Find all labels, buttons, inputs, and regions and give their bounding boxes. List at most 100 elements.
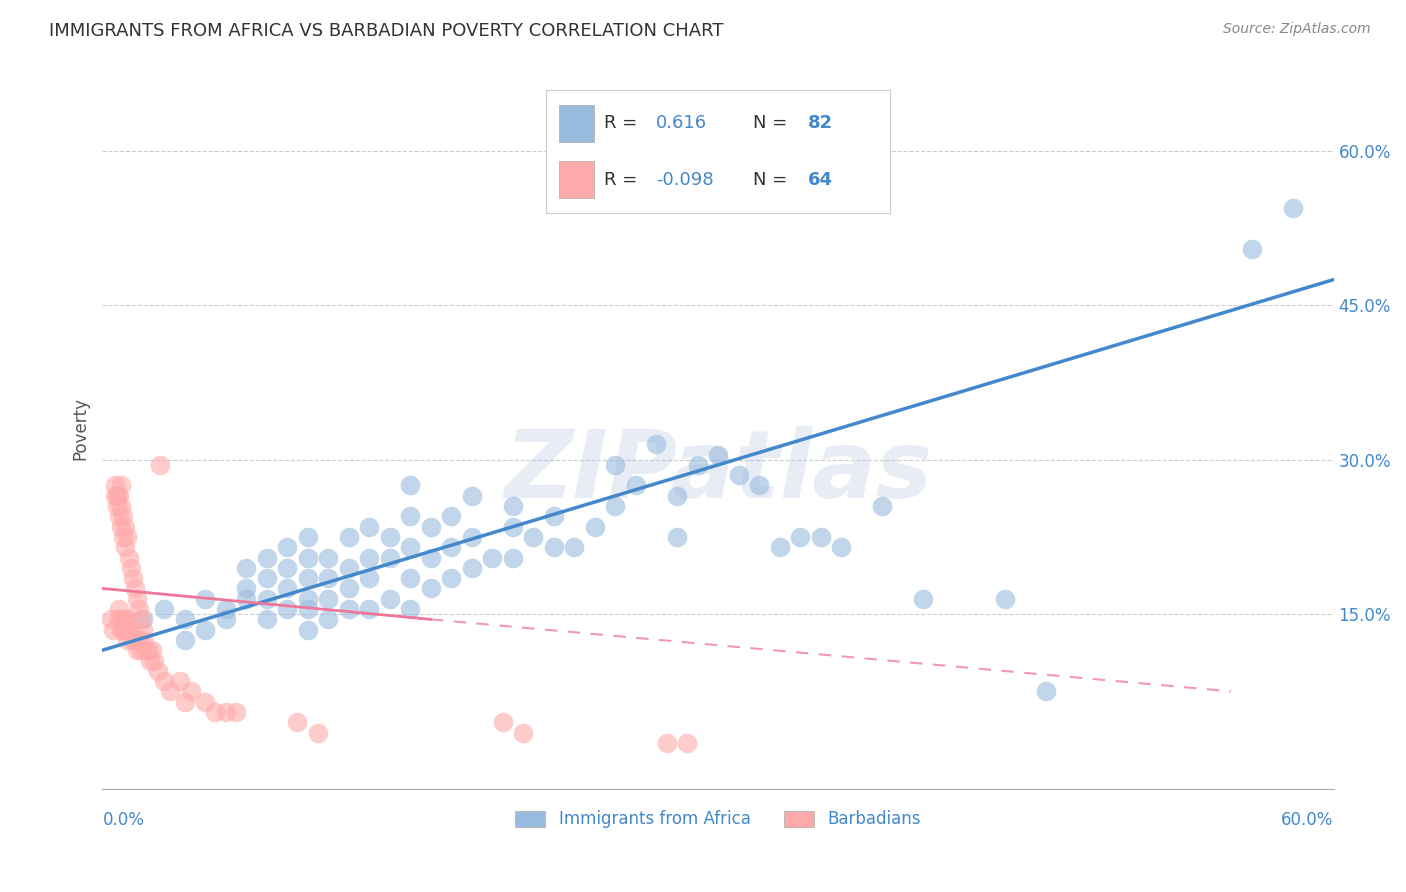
Point [378,591,401,606]
Point [127,591,149,606]
Text: 60.0%: 60.0% [1281,811,1334,829]
Point [359,571,381,585]
Point [297,550,319,565]
Point [108,509,131,524]
Point [132,623,155,637]
Point [132,632,155,647]
Y-axis label: Poverty: Poverty [72,397,89,460]
Point [118,623,141,637]
Point [378,530,401,544]
Point [124,582,146,596]
Point [169,674,191,689]
Point [297,571,319,585]
Text: IMMIGRANTS FROM AFRICA VS BARBADIAN POVERTY CORRELATION CHART: IMMIGRANTS FROM AFRICA VS BARBADIAN POVE… [49,22,724,40]
Point [146,664,169,678]
Point [194,695,217,709]
Point [104,489,127,503]
Point [138,653,160,667]
Point [114,612,136,626]
Point [297,623,319,637]
Point [142,653,165,667]
Point [297,602,319,616]
Point [235,561,257,575]
Point [128,602,150,616]
Point [316,571,339,585]
Point [830,541,852,555]
Point [131,612,153,626]
Point [153,674,176,689]
Point [214,612,236,626]
Point [108,489,131,503]
Point [583,519,606,533]
Point [173,695,195,709]
Point [359,519,381,533]
Point [276,602,298,616]
Point [1240,242,1263,256]
Point [522,530,544,544]
Point [132,612,155,626]
Point [419,582,441,596]
Text: Source: ZipAtlas.com: Source: ZipAtlas.com [1223,22,1371,37]
Point [337,530,360,544]
Point [399,541,422,555]
Point [399,602,422,616]
Point [101,623,124,637]
Point [194,591,217,606]
Point [337,602,360,616]
Point [399,478,422,492]
Point [316,591,339,606]
Point [337,561,360,575]
Point [110,612,132,626]
Point [316,612,339,626]
Point [115,530,138,544]
Point [214,602,236,616]
Text: ZIPatlas: ZIPatlas [503,426,932,518]
Point [748,478,770,492]
Point [707,448,730,462]
Point [297,530,319,544]
Point [114,623,136,637]
Point [543,509,565,524]
Point [110,499,132,513]
Point [440,571,463,585]
Point [128,632,150,647]
Point [399,509,422,524]
Point [104,478,127,492]
Point [124,632,146,647]
Point [153,602,176,616]
Point [235,591,257,606]
Point [666,489,689,503]
Point [204,705,226,719]
Point [378,550,401,565]
Point [173,632,195,647]
Point [141,643,163,657]
Point [440,509,463,524]
Legend: Immigrants from Africa, Barbadians: Immigrants from Africa, Barbadians [509,804,928,835]
Point [276,541,298,555]
Point [666,530,689,544]
Point [122,571,145,585]
Point [122,632,145,647]
Point [110,623,132,637]
Point [543,541,565,555]
Point [481,550,503,565]
Point [686,458,709,472]
Point [256,612,278,626]
Point [502,499,524,513]
Point [114,519,136,533]
Point [624,478,647,492]
Point [105,489,128,503]
Point [491,715,513,730]
Point [111,623,134,637]
Point [110,519,132,533]
Point [110,478,132,492]
Point [256,571,278,585]
Point [768,541,790,555]
Point [359,550,381,565]
Point [287,715,309,730]
Point [912,591,935,606]
Point [105,499,128,513]
Point [605,458,627,472]
Text: 0.0%: 0.0% [103,811,145,829]
Point [111,612,134,626]
